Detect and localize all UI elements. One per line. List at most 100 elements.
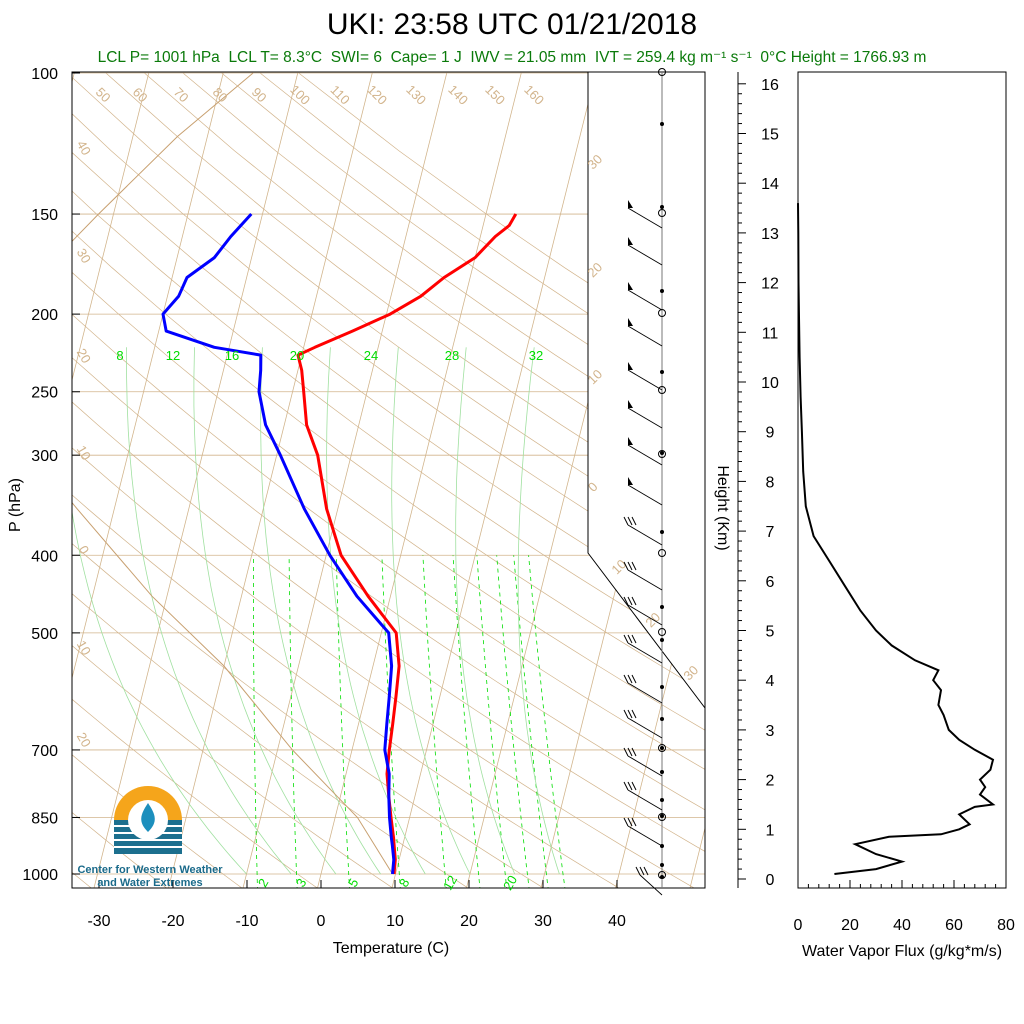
barb-dot xyxy=(660,530,664,534)
flux-x-tick-label: 0 xyxy=(794,917,803,934)
mixing-ratio-line xyxy=(422,555,447,888)
barb-dot xyxy=(660,122,664,126)
barb-circle xyxy=(658,871,666,879)
flux-x-tick-label: 60 xyxy=(945,917,963,934)
wind-barb xyxy=(627,755,663,777)
dry-adiabat xyxy=(72,811,168,888)
wind-barb-feather xyxy=(623,817,629,827)
dry-adiabat xyxy=(72,494,620,888)
wind-barb xyxy=(627,207,663,229)
dry-adiabat xyxy=(72,357,705,811)
cw3e-logo xyxy=(114,786,182,854)
wind-barb-feather xyxy=(631,747,637,757)
mixing-ratio-line xyxy=(513,555,549,888)
x-tick-label: -30 xyxy=(87,913,110,930)
y-tick-label: 250 xyxy=(31,385,58,402)
wind-barb xyxy=(627,369,663,391)
dry-adiabat xyxy=(144,72,705,483)
barb-circle xyxy=(658,209,666,217)
wind-barb xyxy=(627,569,663,591)
parcel-path xyxy=(72,72,393,875)
height-tick-label: 6 xyxy=(766,574,775,591)
wind-barb xyxy=(627,604,663,626)
dry-adiabat-label: 90 xyxy=(249,84,270,105)
dry-adiabat xyxy=(72,230,705,693)
height-tick-label: 15 xyxy=(761,127,779,144)
y-axis-title: P (hPa) xyxy=(7,478,24,532)
moist-adiabat xyxy=(193,347,337,875)
flux-x-tick-label: 40 xyxy=(893,917,911,934)
mixing-ratio-line xyxy=(528,555,566,888)
isotherm-line xyxy=(317,72,522,888)
mixing-ratio-label: 28 xyxy=(445,348,459,363)
wind-barb-feather xyxy=(635,866,641,876)
mixing-ratio-line xyxy=(288,555,298,888)
barb-dot xyxy=(660,605,664,609)
height-tick-label: 12 xyxy=(761,276,779,293)
barb-dot xyxy=(660,370,664,374)
barb-dot xyxy=(660,770,664,774)
x-axis-title: Temperature (C) xyxy=(333,940,449,957)
wind-barb-flag xyxy=(628,318,633,326)
chart-title: UKI: 23:58 UTC 01/21/2018 xyxy=(326,8,698,41)
dry-adiabat-label: 150 xyxy=(482,82,508,108)
dry-adiabat-label: 140 xyxy=(445,82,471,108)
wind-barb xyxy=(627,717,663,739)
barb-dot xyxy=(660,814,664,818)
mixing-ratio-line xyxy=(253,555,258,888)
y-tick-label: 300 xyxy=(31,448,58,465)
isotherm-line xyxy=(242,72,448,888)
dry-adiabat-label: 110 xyxy=(328,82,353,107)
wind-barb-feather xyxy=(631,596,637,606)
y-tick-label: 400 xyxy=(31,548,58,565)
wind-barb-flag xyxy=(628,362,633,370)
isotherm-label-left: 10 xyxy=(74,638,94,658)
wind-barb-feather xyxy=(623,781,629,791)
height-tick-label: 5 xyxy=(766,624,775,641)
barb-dot xyxy=(660,451,664,455)
barb-circle xyxy=(658,386,666,394)
wind-barb-feather xyxy=(627,709,633,719)
dry-adiabat xyxy=(72,152,705,619)
dry-adiabat xyxy=(72,113,705,584)
mixing-ratio-label: 16 xyxy=(225,348,239,363)
wind-barb-feather xyxy=(627,781,633,791)
dry-adiabat xyxy=(72,76,705,550)
temperature-profile xyxy=(296,213,518,875)
wind-barb-feather xyxy=(631,781,637,791)
mixing-ratio-label: 12 xyxy=(440,873,460,893)
barb-circle xyxy=(658,68,666,76)
wind-barb-feather xyxy=(623,674,629,684)
isotherm-line xyxy=(615,528,705,888)
dry-adiabat xyxy=(72,401,705,852)
mixing-ratio-line xyxy=(452,555,481,888)
logo-line-1: Center for Western Weather xyxy=(77,864,223,876)
wind-barb xyxy=(627,289,663,311)
wind-barb-flag xyxy=(628,400,633,408)
flux-frame xyxy=(797,71,1007,889)
wind-barb-feather xyxy=(627,516,633,526)
dry-adiabat-label: 50 xyxy=(93,84,114,105)
height-tick-label: 11 xyxy=(762,325,779,342)
moist-adiabat xyxy=(260,347,381,875)
dry-adiabat xyxy=(72,593,469,888)
height-tick-label: 2 xyxy=(766,773,775,790)
barb-dot xyxy=(660,638,664,642)
dry-adiabat-label: 120 xyxy=(364,82,390,108)
wind-barb-feather xyxy=(623,561,629,571)
wind-barb-feather xyxy=(627,596,633,606)
lcl-temperature: LCL T= 8.3°C xyxy=(228,49,323,66)
mixing-ratio-label: 24 xyxy=(364,348,378,363)
wind-barb-feather xyxy=(623,596,629,606)
mixing-ratio-label: 32 xyxy=(529,348,543,363)
wind-barb-feather xyxy=(627,674,633,684)
height-tick-label: 7 xyxy=(766,524,775,541)
mixing-ratio-line xyxy=(335,555,350,888)
barb-circle xyxy=(658,450,666,458)
y-tick-label: 500 xyxy=(31,626,58,643)
wind-barb-feather xyxy=(631,674,637,684)
barb-dot xyxy=(660,717,664,721)
height-tick-label: 8 xyxy=(766,474,775,491)
isotherm-line xyxy=(93,72,299,888)
moist-adiabat xyxy=(455,347,516,875)
